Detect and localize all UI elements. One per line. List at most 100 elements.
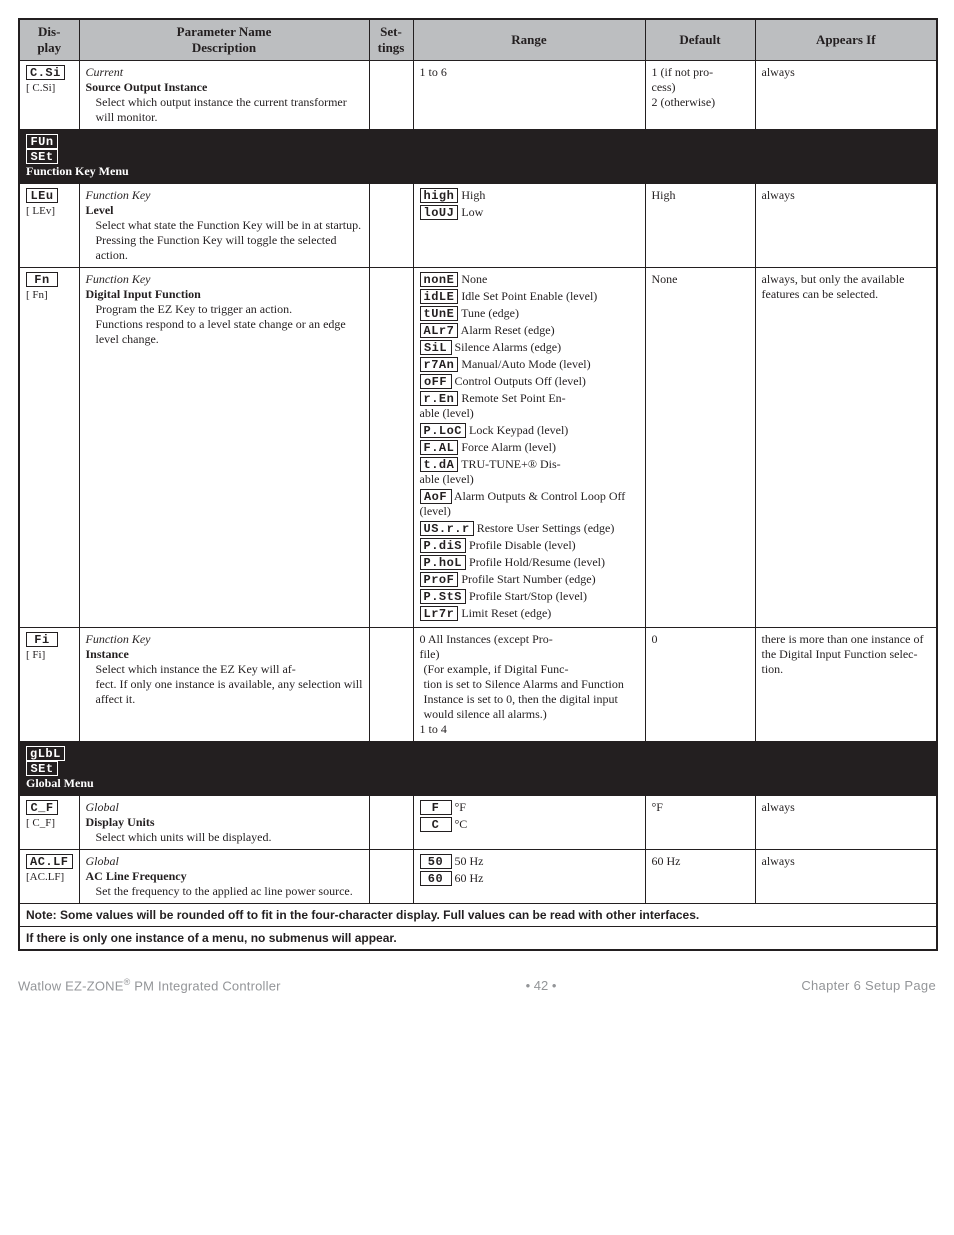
cf-desc: Select which units will be displayed. bbox=[96, 830, 363, 845]
seg-lev: LEu bbox=[26, 188, 58, 203]
seg-fun: FUn bbox=[26, 134, 58, 149]
lev-name-b: Level bbox=[86, 203, 114, 217]
txt-60: 60 Hz bbox=[455, 871, 484, 885]
txt-option: Alarm Reset (edge) bbox=[461, 323, 555, 337]
row-fn: Fn [ Fn] Function Key Digital Input Func… bbox=[19, 268, 937, 628]
lev-desc1: Select what state the Function Key will … bbox=[96, 218, 362, 232]
footer-page-number: • 42 • bbox=[526, 978, 557, 993]
fn-range-item: r.En Remote Set Point En- able (level) bbox=[420, 391, 639, 421]
row-cf: C_F [ C_F] Global Display Units Select w… bbox=[19, 796, 937, 850]
seg-50: 50 bbox=[420, 854, 452, 869]
seg-fi: Fi bbox=[26, 632, 58, 647]
row-csi: C.Si [ C.Si] Current Source Output Insta… bbox=[19, 61, 937, 130]
seg-option: tUnE bbox=[420, 306, 459, 321]
fn-range-item: ALr7 Alarm Reset (edge) bbox=[420, 323, 639, 338]
seg-degc: C bbox=[420, 817, 452, 832]
fn-range-item: Lr7r Limit Reset (edge) bbox=[420, 606, 639, 621]
fi-r-last: 1 to 4 bbox=[420, 722, 639, 737]
txt-low: Low bbox=[461, 205, 483, 219]
th-appears: Appears If bbox=[755, 19, 937, 61]
fn-range-item: US.r.r Restore User Settings (edge) bbox=[420, 521, 639, 536]
code-aclf: [AC.LF] bbox=[26, 871, 73, 883]
fn-appears: always, but only the available features … bbox=[755, 268, 937, 628]
fn-name-i: Function Key bbox=[86, 272, 151, 286]
seg-option: AoF bbox=[420, 489, 452, 504]
fn-range-item: oFF Control Outputs Off (level) bbox=[420, 374, 639, 389]
seg-set2: SEt bbox=[26, 761, 58, 776]
seg-option: r.En bbox=[420, 391, 459, 406]
seg-high: high bbox=[420, 188, 459, 203]
txt-option: Profile Start Number (edge) bbox=[461, 572, 595, 586]
fn-range-item: ProF Profile Start Number (edge) bbox=[420, 572, 639, 587]
fi-name-b: Instance bbox=[86, 647, 129, 661]
section-title-fun: Function Key Menu bbox=[26, 164, 129, 178]
fi-desc: Select which instance the EZ Key will af… bbox=[96, 662, 363, 707]
seg-option: idLE bbox=[420, 289, 459, 304]
seg-aclf: AC.LF bbox=[26, 854, 73, 869]
seg-cf: C_F bbox=[26, 800, 58, 815]
code-fn: [ Fn] bbox=[26, 289, 73, 301]
page-footer: Watlow EZ-ZONE® PM Integrated Controller… bbox=[0, 951, 954, 1003]
fn-range-item: P.StS Profile Start/Stop (level) bbox=[420, 589, 639, 604]
csi-range: 1 to 6 bbox=[413, 61, 645, 130]
th-range: Range bbox=[413, 19, 645, 61]
fi-r-paren: (For example, if Digital Func- tion is s… bbox=[424, 662, 639, 722]
fn-desc2: Functions respond to a level state chang… bbox=[96, 317, 346, 346]
note1: Note: Some values will be rounded off to… bbox=[19, 904, 937, 927]
code-cf: [ C_F] bbox=[26, 817, 73, 829]
lev-desc2: Pressing the Function Key will toggle th… bbox=[96, 233, 337, 262]
cf-name-i: Global bbox=[86, 800, 119, 814]
fi-default: 0 bbox=[645, 628, 755, 742]
csi-default: 1 (if not pro- cess) 2 (otherwise) bbox=[645, 61, 755, 130]
txt-option: Manual/Auto Mode (level) bbox=[461, 357, 590, 371]
aclf-name-b: AC Line Frequency bbox=[86, 869, 187, 883]
seg-option: Lr7r bbox=[420, 606, 459, 621]
fn-default: None bbox=[645, 268, 755, 628]
fn-range-item: r7An Manual/Auto Mode (level) bbox=[420, 357, 639, 372]
aclf-name-i: Global bbox=[86, 854, 119, 868]
seg-csi: C.Si bbox=[26, 65, 65, 80]
note2: If there is only one instance of a menu,… bbox=[19, 927, 937, 951]
seg-option: ProF bbox=[420, 572, 459, 587]
txt-degf: °F bbox=[455, 800, 466, 814]
txt-option: None bbox=[461, 272, 487, 286]
th-default: Default bbox=[645, 19, 755, 61]
footer-left-a: Watlow EZ-ZONE bbox=[18, 978, 124, 993]
fn-name-b: Digital Input Function bbox=[86, 287, 201, 301]
seg-option: F.AL bbox=[420, 440, 459, 455]
seg-option: P.diS bbox=[420, 538, 467, 553]
th-settings: Set- tings bbox=[369, 19, 413, 61]
csi-name-b: Source Output Instance bbox=[86, 80, 208, 94]
fn-range-item: P.hoL Profile Hold/Resume (level) bbox=[420, 555, 639, 570]
fn-range-item: AoF Alarm Outputs & Control Loop Off (le… bbox=[420, 489, 639, 519]
aclf-appears: always bbox=[755, 850, 937, 904]
seg-fn: Fn bbox=[26, 272, 58, 287]
lev-appears: always bbox=[755, 184, 937, 268]
seg-option: r7An bbox=[420, 357, 459, 372]
csi-appears: always bbox=[755, 61, 937, 130]
row-fi: Fi [ Fi] Function Key Instance Select wh… bbox=[19, 628, 937, 742]
seg-option: t.dA bbox=[420, 457, 459, 472]
seg-option: ALr7 bbox=[420, 323, 459, 338]
txt-option: Profile Start/Stop (level) bbox=[469, 589, 587, 603]
txt-50: 50 Hz bbox=[455, 854, 484, 868]
fn-range-item: nonE None bbox=[420, 272, 639, 287]
aclf-default: 60 Hz bbox=[645, 850, 755, 904]
fi-name-i: Function Key bbox=[86, 632, 151, 646]
txt-option: Silence Alarms (edge) bbox=[455, 340, 562, 354]
seg-option: oFF bbox=[420, 374, 452, 389]
cf-default: °F bbox=[645, 796, 755, 850]
row-aclf: AC.LF [AC.LF] Global AC Line Frequency S… bbox=[19, 850, 937, 904]
row-lev: LEu [ LEv] Function Key Level Select wha… bbox=[19, 184, 937, 268]
footer-chapter: Chapter 6 Setup Page bbox=[801, 978, 936, 993]
fn-range-item: t.dA TRU-TUNE+® Dis- able (level) bbox=[420, 457, 639, 487]
seg-option: nonE bbox=[420, 272, 459, 287]
fi-appears: there is more than one instance of the D… bbox=[755, 628, 937, 742]
seg-low: loUJ bbox=[420, 205, 459, 220]
txt-high: High bbox=[461, 188, 485, 202]
section-title-glbl: Global Menu bbox=[26, 776, 94, 790]
lev-name-i: Function Key bbox=[86, 188, 151, 202]
seg-option: P.LoC bbox=[420, 423, 467, 438]
fn-range-item: P.LoC Lock Keypad (level) bbox=[420, 423, 639, 438]
fn-desc1: Program the EZ Key to trigger an action. bbox=[96, 302, 293, 316]
